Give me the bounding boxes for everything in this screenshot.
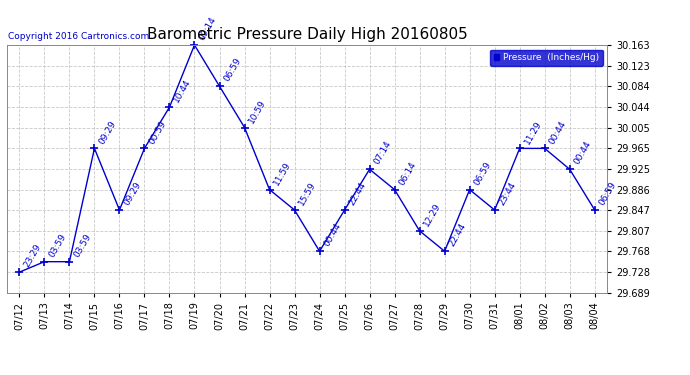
Text: 10:44: 10:44 — [172, 78, 193, 104]
Text: 00:44: 00:44 — [547, 119, 568, 146]
Text: 06:59: 06:59 — [222, 57, 243, 84]
Text: 23:29: 23:29 — [22, 243, 43, 269]
Text: 03:59: 03:59 — [72, 232, 93, 259]
Text: Copyright 2016 Cartronics.com: Copyright 2016 Cartronics.com — [8, 32, 150, 41]
Text: 09:14: 09:14 — [197, 15, 218, 42]
Text: 22:44: 22:44 — [347, 181, 368, 207]
Text: 12:29: 12:29 — [422, 201, 443, 228]
Text: 07:14: 07:14 — [373, 140, 393, 166]
Text: 23:44: 23:44 — [497, 181, 518, 207]
Text: 10:59: 10:59 — [247, 98, 268, 125]
Text: 11:59: 11:59 — [273, 160, 293, 187]
Text: 06:59: 06:59 — [473, 160, 493, 187]
Text: 22:44: 22:44 — [447, 222, 468, 249]
Text: 00:44: 00:44 — [573, 140, 593, 166]
Text: 09:29: 09:29 — [97, 119, 118, 146]
Text: 03:59: 03:59 — [47, 232, 68, 259]
Title: Barometric Pressure Daily High 20160805: Barometric Pressure Daily High 20160805 — [147, 27, 467, 42]
Text: 15:59: 15:59 — [297, 180, 318, 207]
Text: 00:44: 00:44 — [322, 222, 343, 249]
Text: 11:29: 11:29 — [522, 119, 543, 146]
Text: 09:29: 09:29 — [122, 180, 143, 207]
Text: 06:14: 06:14 — [397, 160, 418, 187]
Text: 06:59: 06:59 — [598, 180, 618, 207]
Text: 00:59: 00:59 — [147, 119, 168, 146]
Legend: Pressure  (Inches/Hg): Pressure (Inches/Hg) — [491, 50, 602, 66]
